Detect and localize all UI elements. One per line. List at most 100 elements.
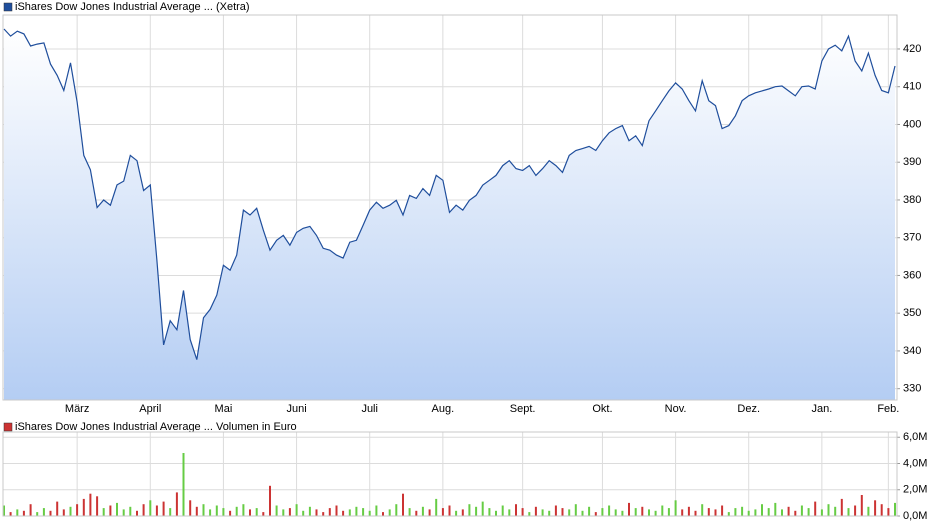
y-tick-label: 6,0M [903,431,927,443]
x-tick-label: Feb. [877,403,899,415]
volume-bar [681,509,684,516]
volume-bar [894,502,896,516]
volume-bar [741,506,744,516]
x-tick-label: April [139,403,161,415]
volume-bar [594,512,597,516]
volume-bar [189,500,192,517]
volume-bar [362,508,365,516]
volume-bar [415,510,418,517]
volume-bar [242,504,245,516]
volume-bar [687,506,690,516]
volume-bar [754,509,757,516]
volume-bar [116,502,118,516]
volume-bar [541,509,544,516]
volume-bar [515,504,517,516]
volume-bar [69,506,72,516]
x-tick-label: Okt. [592,403,612,415]
volume-bar [800,505,803,516]
volume-bar [694,510,697,517]
volume-bar [588,506,591,516]
volume-bar [834,506,837,516]
volume-bar [149,500,152,517]
volume-bar [9,512,12,516]
volume-bar [382,512,384,516]
volume-bar [275,505,278,516]
volume-bar [56,501,59,516]
volume-bar [3,505,5,516]
volume-bar [601,508,604,516]
volume-bar [375,505,378,516]
x-tick-label: Jan. [811,403,832,415]
volume-bar [634,508,637,516]
x-tick-label: Aug. [432,403,455,415]
volume-bar [96,496,99,516]
volume-bar [568,509,571,516]
volume-bar [269,485,271,516]
x-tick-label: Dez. [737,403,760,415]
volume-panel: iShares Dow Jones Industrial Average ...… [2,421,927,522]
volume-bar [614,509,617,516]
volume-bar [209,509,212,516]
volume-bar [155,505,158,516]
volume-bar [787,506,790,516]
volume-bar [328,508,331,516]
volume-bar [554,505,557,516]
volume-bar [308,506,311,516]
volume-bar [408,508,411,516]
volume-bar [867,506,870,516]
volume-bar [827,504,830,516]
volume-bar [421,506,424,516]
volume-bar [335,505,338,516]
volume-bar [528,512,531,516]
volume-bar [42,508,45,516]
y-tick-label: 340 [903,345,921,357]
volume-bar [501,505,504,516]
volume-bar [76,504,79,516]
volume-bar [781,509,783,516]
volume-bar [36,512,39,516]
volume-bar [235,506,238,516]
volume-bar [89,493,92,516]
x-tick-label: Mai [215,403,233,415]
volume-bar [468,504,471,516]
y-tick-label: 420 [903,43,921,55]
volume-bar [162,501,165,516]
volume-bar [767,508,770,516]
y-tick-label: 330 [903,383,921,395]
volume-bar [628,502,630,516]
volume-bar [648,509,650,516]
volume-bar [142,504,145,516]
x-tick-label: Sept. [510,403,536,415]
volume-bar [854,505,857,516]
y-tick-label: 0,0M [903,510,927,522]
volume-bar [262,512,265,516]
volume-bar [794,510,797,517]
volume-bar [727,512,730,516]
volume-bar [734,508,737,516]
volume-bar [641,506,644,516]
y-tick-label: 370 [903,232,921,244]
volume-bar [654,510,657,517]
volume-bar [807,508,810,516]
y-tick-label: 4,0M [903,457,927,469]
volume-bar [22,510,25,517]
y-tick-label: 380 [903,194,921,206]
volume-bar [887,508,890,516]
volume-bar [747,510,750,517]
volume-bar [820,509,823,516]
volume-bar [561,508,564,516]
volume-bar [322,512,325,516]
area [4,29,895,400]
volume-bar [435,498,438,516]
volume-bar [428,509,431,516]
volume-bar [395,504,398,516]
legend-label: iShares Dow Jones Industrial Average ...… [15,421,297,433]
volume-bar [847,508,850,516]
volume-bar [608,505,611,516]
volume-bar [574,504,577,516]
volume-bar [229,510,232,517]
volume-bar [136,510,138,517]
volume-bar [255,508,258,516]
volume-bar [82,498,85,516]
volume-bar [355,506,358,516]
